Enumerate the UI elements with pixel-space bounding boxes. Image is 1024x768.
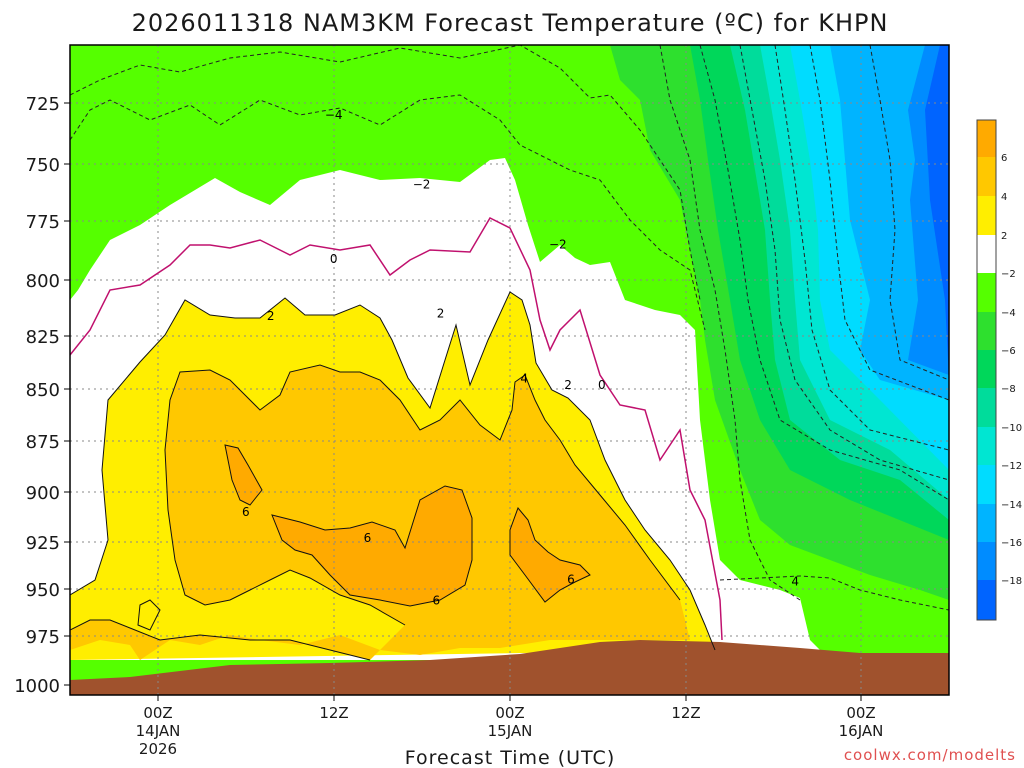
y-tick-label: 850 [26,380,60,401]
contour-label: 6 [432,593,440,607]
contour-pos [224,444,263,506]
colorbar-tick: −12 [1001,461,1022,472]
x-tick-label: 12Z [671,704,700,722]
contour-label: −2 [413,178,431,192]
terrain-ground [70,640,949,695]
colorbar: 6 4 2 −2 −4 −6 −8 −10 −12 −14 −16 −18 [976,119,1022,621]
colorbar-tick: −6 [1001,346,1016,357]
contour-neg-dashed [659,45,801,601]
band-plus6-plus8 [272,486,472,606]
colorbar-tick: 2 [1001,231,1007,242]
y-tick-label: 1000 [14,676,60,697]
colorbar-tick: −16 [1001,538,1022,549]
contour-labels: −4 −2 −2 0 0 2 2 2 4 4 6 6 6 6 [242,108,799,607]
contour-label: −2 [549,238,567,252]
colorbar-band [977,542,996,580]
x-tick-label: 00Z [495,704,524,722]
y-tick-label: 800 [26,271,60,292]
contour-label: 2 [267,309,275,323]
colorbar-band [977,120,996,157]
contour-label: 2 [437,307,445,321]
colorbar-tick: −14 [1001,500,1022,511]
x-tick-year: 2026 [139,740,177,758]
contour-label: 6 [364,531,372,545]
contour-pos [137,599,161,631]
colorbar-tick: 4 [1001,192,1007,203]
contour-label: 4 [791,575,799,589]
contour-pos [70,291,716,651]
contour-neg-dashed [699,45,949,501]
y-tick-label: 725 [26,94,60,115]
x-tick-label: 00Z [846,704,875,722]
colorbar-band [977,465,996,504]
colorbar-tick: −2 [1001,269,1016,280]
colorbar-tick: −8 [1001,384,1016,395]
x-tick-label: 12Z [319,704,348,722]
colorbar-tick: −18 [1001,576,1022,587]
contour-neg-dashed [719,575,949,611]
contour-neg-dashed [774,45,949,451]
contour-label: 0 [598,378,606,392]
contour-neg-dashed [70,45,701,301]
contour-label: 4 [520,371,528,385]
contour-lines [70,45,949,661]
y-tick-label: 825 [26,327,60,348]
colorbar-tick: 6 [1001,153,1007,164]
colorbar-band [977,157,996,196]
colorbar-band [977,427,996,465]
band-plus6-plus8 [510,508,590,602]
y-tick-label: 950 [26,580,60,601]
y-tick-label: 875 [26,432,60,453]
colorbar-band [977,196,996,235]
contour-label: 0 [330,252,338,266]
colorbar-band [977,273,996,312]
x-axis-title: Forecast Time (UTC) [405,747,615,768]
colorbar-frame [976,119,997,621]
colorbar-band [977,235,996,273]
y-tick-label: 750 [26,155,60,176]
colorbar-tick: −4 [1001,308,1016,319]
contour-pos [164,364,681,626]
colorbar-band [977,580,996,620]
y-axis: 725 750 775 800 825 850 875 900 925 950 … [14,94,70,697]
contour-pos [70,619,371,661]
credit-text: coolwx.com/modelts [844,746,1016,764]
colorbar-band [977,388,996,427]
y-tick-label: 975 [26,627,60,648]
colorbar-band [977,350,996,388]
colorbar-tick: −10 [1001,423,1022,434]
temperature-field [70,45,949,695]
x-tick-date: 16JAN [839,722,884,740]
colorbar-band [977,312,996,350]
x-tick-date: 14JAN [136,722,181,740]
contour-label: 2 [564,378,572,392]
chart-title: 2026011318 NAM3KM Forecast Temperature (… [132,9,889,37]
x-tick-label: 00Z [143,704,172,722]
contour-pos [509,507,591,603]
y-tick-label: 900 [26,483,60,504]
x-tick-date: 15JAN [488,722,533,740]
band-plus6-plus8 [225,445,262,505]
colorbar-band [977,504,996,542]
contour-neg-dashed [869,45,949,381]
y-tick-label: 775 [26,212,60,233]
x-axis: 00Z 14JAN 2026 12Z 00Z 15JAN 12Z 00Z 16J… [136,695,884,758]
contour-zero [70,217,723,641]
contour-label: −4 [325,108,343,122]
contour-pos [271,485,473,607]
contour-label: 6 [567,573,575,587]
y-tick-label: 925 [26,533,60,554]
contour-label: 6 [242,505,250,519]
